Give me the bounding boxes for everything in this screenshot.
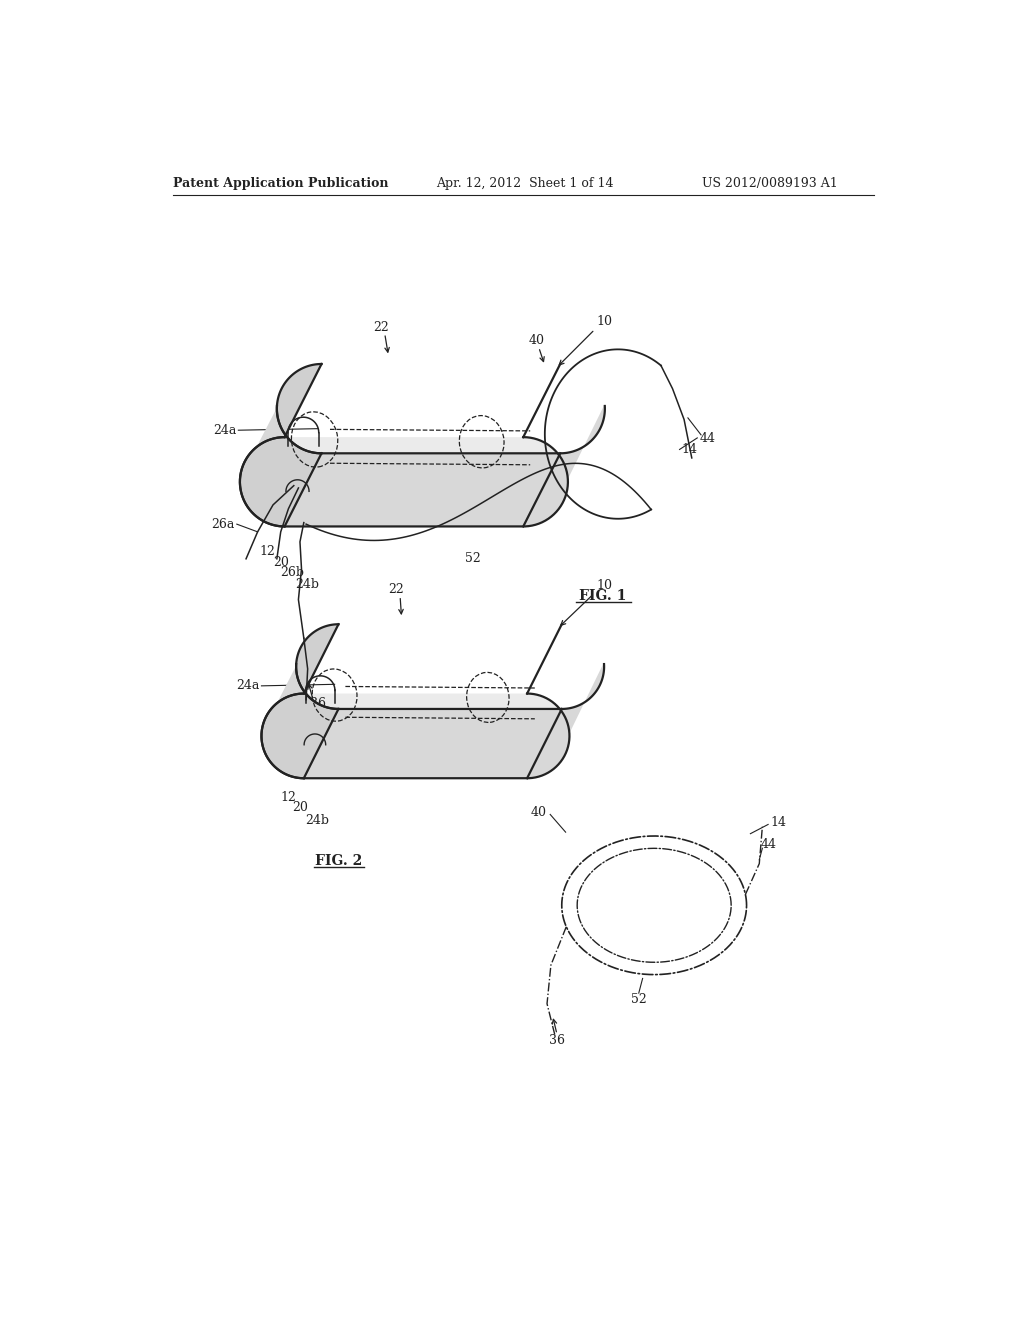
Text: FIG. 2: FIG. 2 bbox=[314, 854, 362, 867]
Text: 44: 44 bbox=[699, 432, 715, 445]
Text: 24b: 24b bbox=[296, 578, 319, 591]
Text: 22: 22 bbox=[388, 583, 404, 597]
Text: 52: 52 bbox=[465, 552, 481, 565]
Text: Patent Application Publication: Patent Application Publication bbox=[173, 177, 388, 190]
Text: 24b: 24b bbox=[306, 814, 330, 828]
Polygon shape bbox=[261, 693, 569, 779]
Text: 26a: 26a bbox=[211, 517, 234, 531]
Text: Apr. 12, 2012  Sheet 1 of 14: Apr. 12, 2012 Sheet 1 of 14 bbox=[436, 177, 613, 190]
Text: 14: 14 bbox=[682, 444, 697, 455]
Text: 24a: 24a bbox=[237, 680, 260, 693]
Text: 22: 22 bbox=[373, 321, 389, 334]
Text: 26b: 26b bbox=[281, 566, 304, 579]
Polygon shape bbox=[261, 663, 604, 779]
Text: 36: 36 bbox=[309, 697, 326, 710]
Text: 20: 20 bbox=[272, 556, 289, 569]
Text: 10: 10 bbox=[597, 315, 613, 329]
Text: 20: 20 bbox=[292, 801, 308, 814]
Polygon shape bbox=[240, 404, 605, 527]
Text: 52: 52 bbox=[631, 993, 646, 1006]
Text: FIG. 1: FIG. 1 bbox=[579, 589, 627, 603]
Text: 10: 10 bbox=[596, 579, 612, 593]
Text: 12: 12 bbox=[281, 791, 296, 804]
Polygon shape bbox=[240, 437, 568, 527]
Text: 36: 36 bbox=[549, 1034, 565, 1047]
Text: 12: 12 bbox=[260, 545, 275, 557]
Text: 24a: 24a bbox=[213, 424, 237, 437]
Polygon shape bbox=[261, 624, 339, 779]
Text: 40: 40 bbox=[530, 807, 547, 820]
Text: US 2012/0089193 A1: US 2012/0089193 A1 bbox=[701, 177, 838, 190]
Polygon shape bbox=[240, 364, 322, 527]
Text: 14: 14 bbox=[771, 816, 786, 829]
Text: 40: 40 bbox=[529, 334, 545, 347]
Text: 44: 44 bbox=[761, 838, 776, 851]
